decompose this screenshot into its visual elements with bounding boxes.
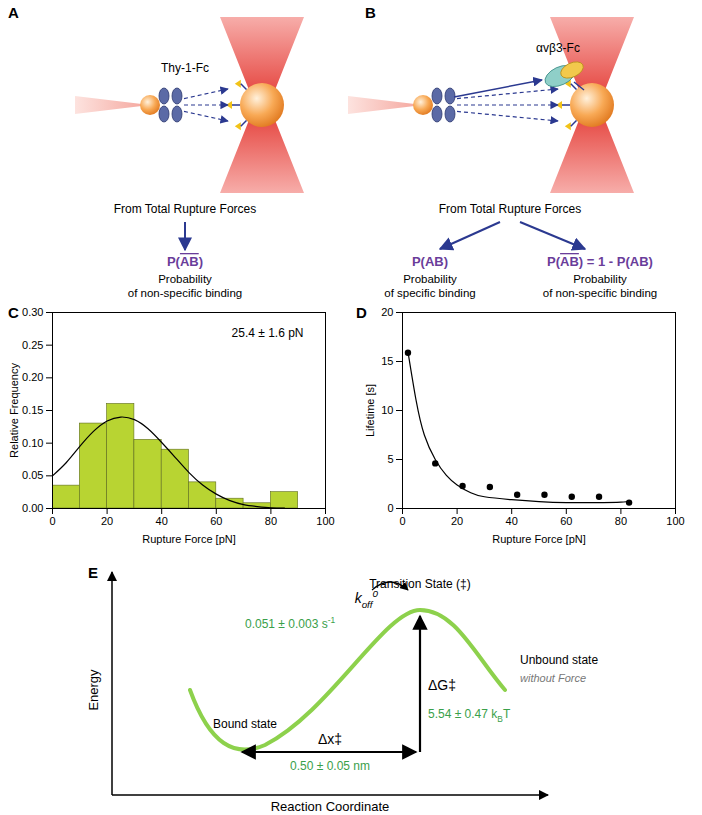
svg-text:0.051 ± 0.003 s-1: 0.051 ± 0.003 s-1 — [245, 615, 335, 631]
svg-text:5: 5 — [387, 453, 393, 465]
svg-text:Unbound state: Unbound state — [520, 653, 598, 667]
svg-text:A: A — [8, 4, 19, 21]
svg-text:P(AB): P(AB) — [412, 254, 448, 269]
svg-text:Probability: Probability — [158, 273, 212, 285]
svg-text:of non-specific binding: of non-specific binding — [543, 287, 657, 299]
svg-text:0: 0 — [399, 515, 405, 527]
svg-text:koff0: koff0 — [355, 588, 379, 610]
svg-text:Energy: Energy — [86, 669, 101, 711]
svg-text:without Force: without Force — [520, 672, 586, 684]
svg-text:Δx‡: Δx‡ — [318, 731, 342, 747]
svg-text:80: 80 — [265, 515, 277, 527]
svg-text:Reaction Coordinate: Reaction Coordinate — [271, 799, 390, 814]
svg-text:From Total Rupture Forces: From Total Rupture Forces — [439, 202, 582, 216]
svg-text:Rupture Force [pN]: Rupture Force [pN] — [492, 533, 586, 545]
svg-text:40: 40 — [506, 515, 518, 527]
svg-text:Probability: Probability — [403, 273, 457, 285]
svg-text:100: 100 — [316, 515, 334, 527]
svg-text:40: 40 — [156, 515, 168, 527]
svg-text:10: 10 — [381, 404, 393, 416]
svg-text:15: 15 — [381, 355, 393, 367]
svg-text:From Total Rupture Forces: From Total Rupture Forces — [114, 202, 257, 216]
svg-text:20: 20 — [101, 515, 113, 527]
svg-text:0.05: 0.05 — [22, 469, 43, 481]
svg-text:0: 0 — [387, 502, 393, 514]
svg-text:E: E — [88, 564, 98, 581]
svg-text:5.54 ± 0.47 kBT: 5.54 ± 0.47 kBT — [428, 707, 511, 724]
svg-text:Bound state: Bound state — [213, 717, 277, 731]
svg-text:of non-specific binding: of non-specific binding — [128, 287, 242, 299]
svg-text:20: 20 — [381, 306, 393, 318]
svg-text:0.10: 0.10 — [22, 437, 43, 449]
svg-text:0.30: 0.30 — [22, 306, 43, 318]
svg-text:100: 100 — [666, 515, 684, 527]
svg-text:20: 20 — [451, 515, 463, 527]
svg-text:60: 60 — [560, 515, 572, 527]
svg-text:0.00: 0.00 — [22, 502, 43, 514]
svg-text:B: B — [365, 4, 376, 21]
svg-text:D: D — [356, 304, 367, 321]
svg-text:P(AB) = 1 - P(AB): P(AB) = 1 - P(AB) — [547, 254, 653, 269]
svg-text:0.20: 0.20 — [22, 371, 43, 383]
svg-text:0.50 ± 0.05 nm: 0.50 ± 0.05 nm — [290, 759, 370, 773]
svg-text:0.25: 0.25 — [22, 339, 43, 351]
svg-text:Transition State (‡): Transition State (‡) — [369, 577, 471, 591]
svg-text:0.15: 0.15 — [22, 404, 43, 416]
svg-text:0: 0 — [49, 515, 55, 527]
svg-text:C: C — [8, 304, 19, 321]
svg-text:Relative Frequency: Relative Frequency — [8, 363, 20, 458]
svg-text:25.4 ± 1.6 pN: 25.4 ± 1.6 pN — [232, 326, 304, 340]
svg-text:of specific binding: of specific binding — [384, 287, 475, 299]
svg-text:60: 60 — [210, 515, 222, 527]
svg-text:P(AB): P(AB) — [167, 254, 203, 269]
svg-text:Probability: Probability — [573, 273, 627, 285]
svg-text:Rupture Force [pN]: Rupture Force [pN] — [142, 533, 236, 545]
svg-text:Lifetime [s]: Lifetime [s] — [364, 384, 376, 437]
svg-text:αvβ3-Fc: αvβ3-Fc — [536, 41, 580, 55]
svg-text:ΔG‡: ΔG‡ — [428, 677, 456, 693]
svg-text:80: 80 — [615, 515, 627, 527]
svg-text:Thy-1-Fc: Thy-1-Fc — [161, 61, 209, 75]
